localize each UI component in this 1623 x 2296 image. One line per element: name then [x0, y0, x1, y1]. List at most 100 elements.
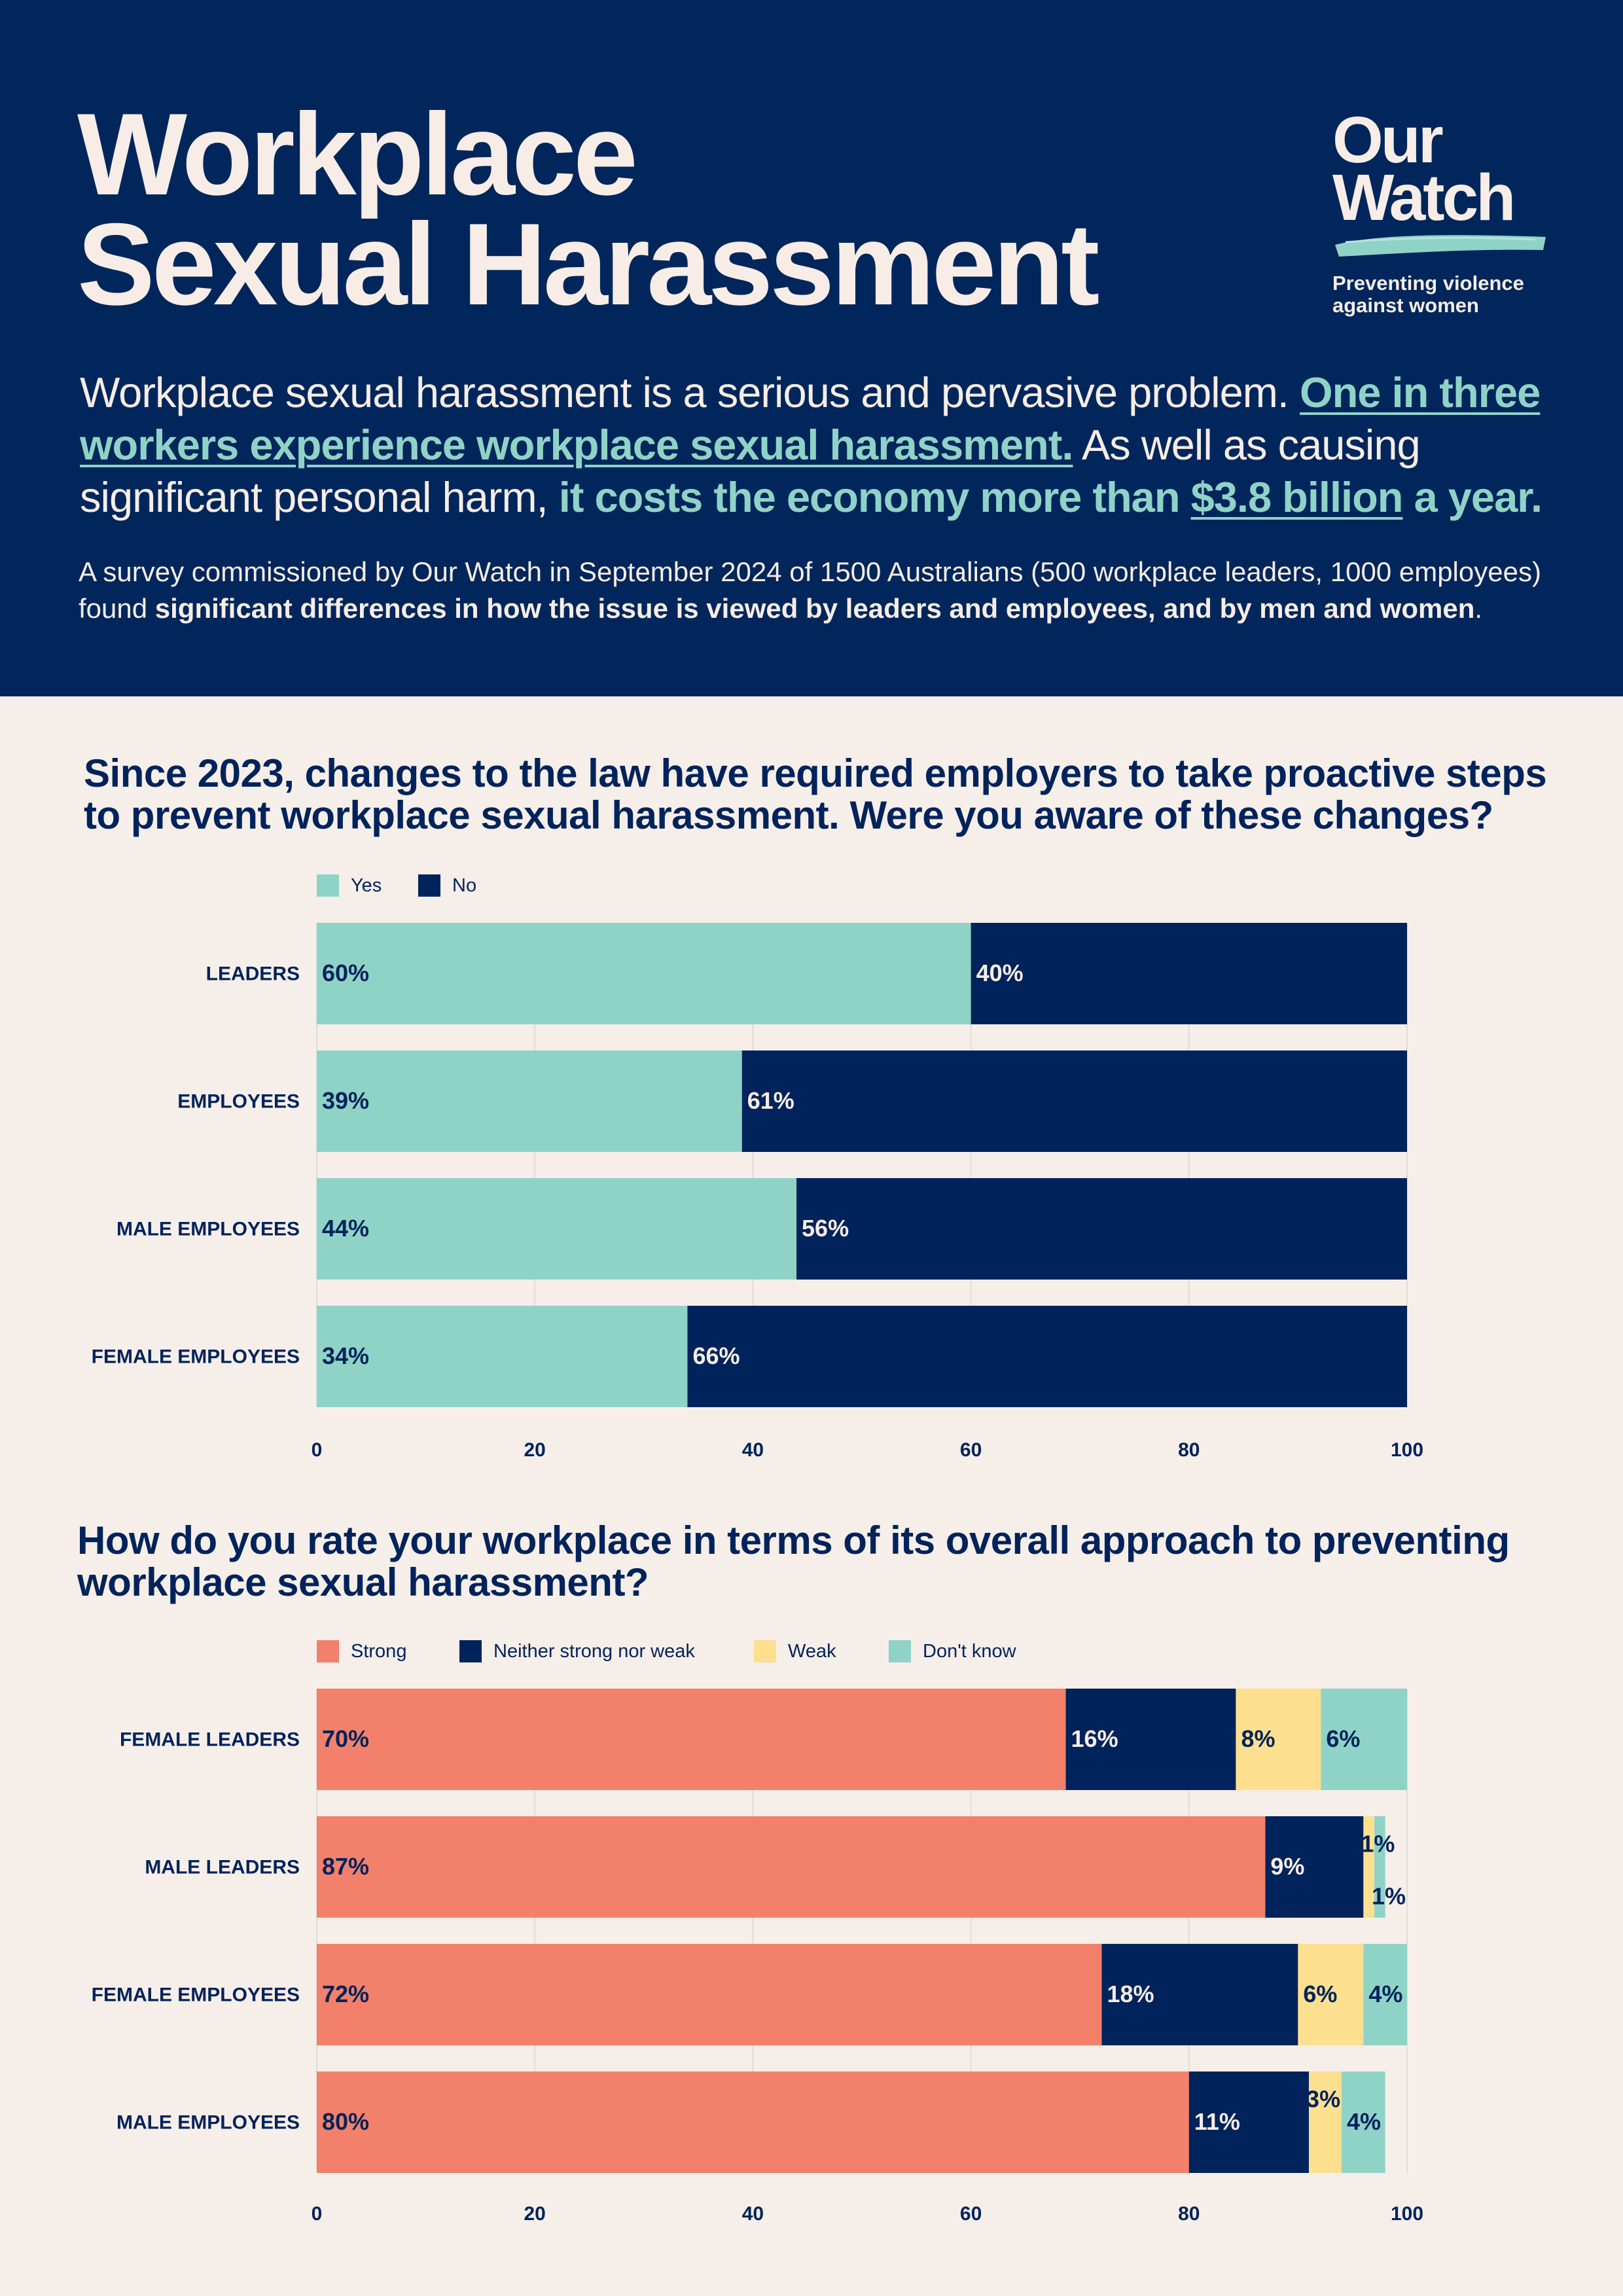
intro-highlight-3: a year.	[1402, 473, 1543, 521]
logo-tagline-2: against women	[1332, 294, 1479, 317]
data-label: 3%	[1306, 2086, 1340, 2113]
legend-label: Strong	[351, 1640, 407, 1662]
legend-label: Weak	[788, 1640, 836, 1662]
logo-tagline-1: Preventing violence	[1332, 272, 1524, 295]
bar-yes	[317, 1178, 797, 1280]
category-label: FEMALE LEADERS	[120, 1729, 300, 1750]
bar-weak	[1309, 2072, 1342, 2173]
x-tick-label: 0	[312, 1439, 323, 1461]
x-tick-label: 20	[524, 2203, 546, 2225]
bar-neither-strong-nor-weak	[1101, 1944, 1298, 2045]
legend-swatch	[418, 874, 440, 897]
bar-weak	[1236, 1689, 1321, 1790]
bar-weak	[1363, 1816, 1375, 1918]
x-tick-label: 80	[1178, 2203, 1200, 2225]
bar-don-t-know	[1363, 1944, 1407, 2045]
category-label: FEMALE EMPLOYEES	[92, 1984, 300, 2005]
bar-strong	[317, 2072, 1189, 2173]
intro-text-1: Workplace sexual harassment is a serious…	[80, 368, 1300, 416]
bar-strong	[317, 1689, 1066, 1790]
page-title: Workplace Sexual Harassment	[77, 96, 1099, 323]
legend-label: No	[452, 874, 477, 896]
data-label: 4%	[1368, 1981, 1402, 2007]
data-label: 18%	[1107, 1981, 1154, 2007]
survey-end: .	[1474, 593, 1483, 624]
legend-swatch	[317, 874, 339, 897]
bar-don-t-know	[1321, 1689, 1407, 1790]
bar-strong	[317, 1944, 1102, 2045]
brush-stroke-icon	[1335, 235, 1546, 257]
x-tick-label: 40	[742, 2203, 764, 2225]
legend-item-yes: Yes	[317, 874, 382, 897]
our-watch-logo: Our Watch Preventing violence against wo…	[1332, 103, 1555, 317]
data-label: 66%	[692, 1342, 740, 1369]
bar-don-t-know	[1374, 1816, 1385, 1918]
data-label: 1%	[1372, 1883, 1406, 1910]
x-tick-label: 100	[1391, 1439, 1423, 1461]
x-tick-label: 80	[1178, 1439, 1200, 1461]
legend-swatch	[317, 1640, 339, 1662]
data-label: 39%	[322, 1087, 369, 1114]
intro-highlight-2: it costs the economy more than	[558, 473, 1191, 521]
title-line-1: Workplace	[77, 89, 638, 219]
bar-yes	[317, 1050, 742, 1152]
legend-label: Neither strong nor weak	[493, 1640, 695, 1662]
bar-strong	[317, 1816, 1266, 1918]
x-tick-label: 60	[960, 1439, 982, 1461]
bar-weak	[1298, 1944, 1364, 2045]
legend-swatch	[459, 1640, 482, 1662]
chart-2-title: How do you rate your workplace in terms …	[77, 1518, 1510, 1604]
data-label: 1%	[1361, 1831, 1395, 1857]
category-label: LEADERS	[206, 963, 300, 984]
data-label: 80%	[322, 2108, 369, 2135]
survey-text: A survey commissioned by Our Watch in Se…	[79, 556, 1541, 624]
data-label: 56%	[802, 1215, 849, 1242]
category-label: MALE EMPLOYEES	[116, 1218, 300, 1240]
legend-label: Yes	[351, 874, 382, 896]
data-label: 44%	[322, 1215, 369, 1242]
data-label: 6%	[1326, 1725, 1360, 1752]
bar-don-t-know	[1342, 2072, 1385, 2173]
bar-no	[796, 1178, 1407, 1280]
legend-label: Don't know	[923, 1640, 1016, 1662]
intro-text-2: As well as causing significant personal …	[80, 421, 1421, 521]
category-label: FEMALE EMPLOYEES	[92, 1346, 300, 1367]
bar-neither-strong-nor-weak	[1065, 1689, 1236, 1790]
legend-item-neither-strong-nor-weak: Neither strong nor weak	[459, 1640, 695, 1662]
data-label: 16%	[1071, 1725, 1118, 1752]
x-tick-label: 60	[960, 2203, 982, 2225]
x-tick-label: 40	[742, 1439, 764, 1461]
category-label: MALE EMPLOYEES	[116, 2111, 300, 2133]
chart-1-title: Since 2023, changes to the law have requ…	[84, 751, 1547, 837]
data-label: 34%	[322, 1342, 369, 1369]
chart-1-awareness: 0 20 40 60 80 100 LEADERS 60% 40% EMPLOYEES 39% 61%…	[92, 923, 1423, 1461]
intro-highlight-amount: $3.8 billion	[1190, 473, 1404, 521]
data-label: 6%	[1303, 1981, 1337, 2007]
data-label: 9%	[1270, 1853, 1304, 1880]
category-label: MALE LEADERS	[145, 1856, 300, 1878]
legend-item-weak: Weak	[754, 1640, 836, 1662]
x-tick-label: 20	[524, 1439, 546, 1461]
title-line-2: Sexual Harassment	[77, 199, 1099, 329]
bar-no	[741, 1050, 1407, 1152]
data-label: 40%	[976, 960, 1024, 986]
survey-bold: significant differences in how the issue…	[154, 593, 1475, 624]
bar-yes	[317, 1306, 688, 1407]
x-tick-label: 100	[1391, 2203, 1423, 2225]
intro-paragraph: Workplace sexual harassment is a serious…	[80, 367, 1585, 524]
legend-swatch	[889, 1640, 911, 1662]
survey-paragraph: A survey commissioned by Our Watch in Se…	[79, 554, 1584, 627]
data-label: 4%	[1347, 2108, 1381, 2135]
logo-tagline: Preventing violence against women	[1332, 272, 1555, 317]
data-label: 61%	[747, 1087, 794, 1114]
legend-item-don-t-know: Don't know	[889, 1640, 1016, 1662]
legend-item-strong: Strong	[317, 1640, 406, 1662]
logo-line-1: Our	[1332, 103, 1444, 177]
header-banner: Workplace Sexual Harassment Our Watch Pr…	[0, 0, 1623, 696]
bar-no	[971, 923, 1407, 1024]
logo-line-2: Watch	[1332, 161, 1516, 234]
legend-item-no: No	[418, 874, 476, 897]
x-tick-label: 0	[312, 2203, 323, 2225]
chart-2-workplace-rating: 0 20 40 60 80 100 FEMALE LEADERS 70% 16% 8% 6% MALE…	[92, 1689, 1423, 2225]
data-label: 60%	[322, 960, 369, 986]
